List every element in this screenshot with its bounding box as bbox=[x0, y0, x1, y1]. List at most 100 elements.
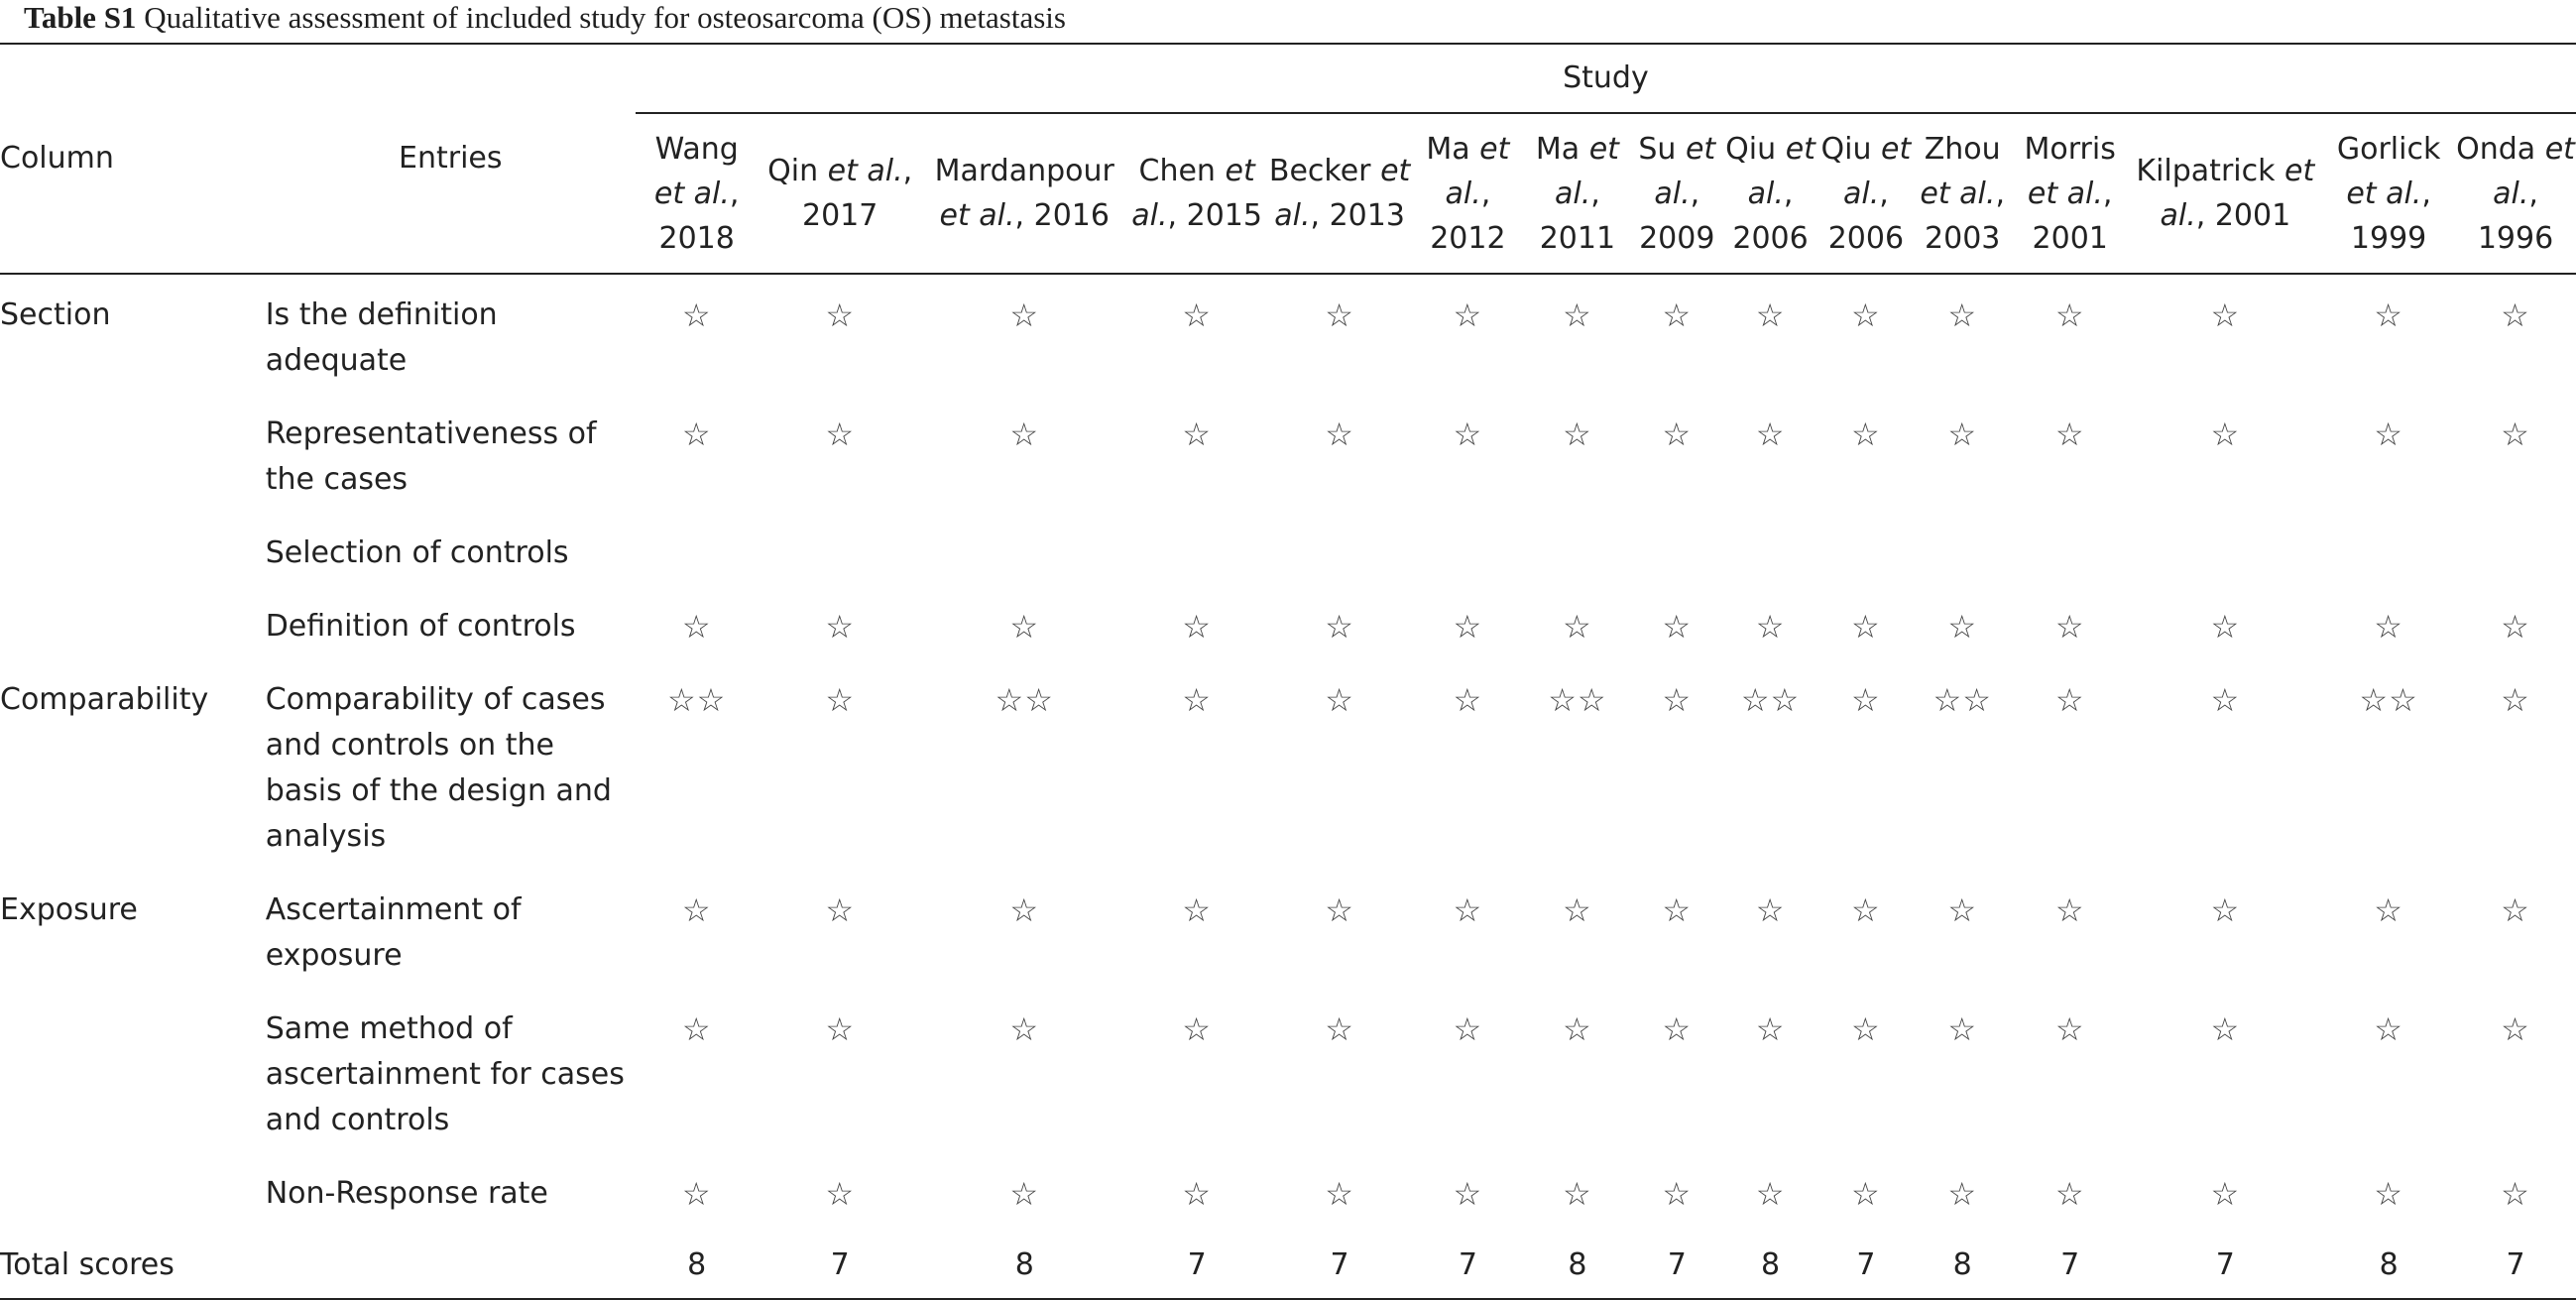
star-rating-cell: ☆ bbox=[2501, 608, 2530, 646]
star-rating-cell: ☆ bbox=[1325, 891, 1354, 929]
star-rating-cell: ☆ bbox=[2501, 1010, 2530, 1048]
star-rating-cell: ☆ bbox=[1453, 415, 1483, 453]
star-rating-cell bbox=[2129, 517, 2323, 590]
star-rating-cell: ☆☆ bbox=[666, 681, 727, 719]
star-rating-cell: ☆ bbox=[681, 1175, 712, 1213]
star-rating-cell: ☆ bbox=[1662, 891, 1693, 929]
star-rating-cell: ☆ bbox=[1563, 296, 1592, 334]
star-rating-cell bbox=[1127, 517, 1267, 590]
table-caption-text: Qualitative assessment of included study… bbox=[144, 0, 1066, 35]
star-rating-cell: ☆☆ bbox=[1932, 681, 1992, 719]
total-score-cell: 7 bbox=[2128, 1231, 2323, 1300]
quality-assessment-table: Column Entries Study Wang et al., 2018 Qi… bbox=[0, 43, 2576, 1300]
study-header: Qiu et al., 2006 bbox=[1818, 113, 1914, 275]
table-row: Definition of controls ☆ ☆ ☆ ☆ ☆ ☆ ☆ ☆ ☆ ☆ ☆ ☆ ☆ ☆ ☆ bbox=[0, 590, 2576, 663]
star-rating-cell: ☆ bbox=[1325, 681, 1354, 719]
table-row: Same method of ascertainment for cases a… bbox=[0, 993, 2576, 1157]
star-rating-cell: ☆ bbox=[1453, 1175, 1483, 1213]
star-rating-cell: ☆ bbox=[1009, 891, 1040, 929]
star-rating-cell: ☆ bbox=[1947, 1010, 1978, 1048]
star-rating-cell: ☆ bbox=[2054, 1010, 2085, 1048]
star-rating-cell: ☆ bbox=[1453, 1010, 1483, 1048]
table-row: Selection of controls bbox=[0, 517, 2576, 590]
star-rating-cell: ☆ bbox=[1851, 296, 1881, 334]
study-header: Ma et al., 2011 bbox=[1523, 113, 1632, 275]
star-rating-cell: ☆ bbox=[2210, 1175, 2241, 1213]
star-rating-cell: ☆ bbox=[825, 296, 856, 334]
star-rating-cell: ☆ bbox=[2210, 1010, 2241, 1048]
star-rating-cell: ☆ bbox=[2374, 1175, 2403, 1213]
study-header: Becker et al., 2013 bbox=[1266, 113, 1413, 275]
star-rating-cell: ☆ bbox=[1947, 608, 1978, 646]
star-rating-cell bbox=[759, 517, 922, 590]
star-rating-cell: ☆ bbox=[2054, 1175, 2085, 1213]
star-rating-cell: ☆ bbox=[1662, 681, 1693, 719]
total-score-cell: 7 bbox=[758, 1231, 922, 1300]
star-rating-cell bbox=[1818, 517, 1913, 590]
study-header: Zhou et al., 2003 bbox=[1913, 113, 2012, 275]
star-rating-cell: ☆ bbox=[825, 891, 856, 929]
study-header: Mardanpour et al., 2016 bbox=[921, 113, 1127, 275]
star-rating-cell: ☆ bbox=[1851, 1010, 1881, 1048]
star-rating-cell: ☆ bbox=[1182, 1010, 1212, 1048]
star-rating-cell: ☆ bbox=[2374, 415, 2403, 453]
study-header: Qin et al., 2017 bbox=[758, 113, 922, 275]
total-score-cell: 7 bbox=[2011, 1231, 2129, 1300]
star-rating-cell: ☆ bbox=[1947, 891, 1978, 929]
table-caption-label: Table S1 bbox=[24, 0, 137, 35]
table-caption: Table S1 Qualitative assessment of inclu… bbox=[24, 0, 1066, 40]
total-score-cell: 7 bbox=[1126, 1231, 1267, 1300]
star-rating-cell: ☆ bbox=[1563, 891, 1592, 929]
entry-cell: Ascertainment of exposure bbox=[265, 892, 522, 973]
star-rating-cell: ☆ bbox=[1851, 608, 1881, 646]
star-rating-cell: ☆ bbox=[1947, 296, 1978, 334]
star-rating-cell: ☆ bbox=[1453, 296, 1483, 334]
star-rating-cell: ☆ bbox=[1009, 1010, 1040, 1048]
star-rating-cell: ☆ bbox=[1755, 891, 1786, 929]
section-cell: Section bbox=[0, 297, 111, 332]
star-rating-cell: ☆ bbox=[681, 296, 712, 334]
star-rating-cell bbox=[1632, 517, 1722, 590]
star-rating-cell: ☆ bbox=[825, 608, 856, 646]
star-rating-cell: ☆ bbox=[1009, 296, 1040, 334]
table-row: Representativeness of the cases ☆ ☆ ☆ ☆ ☆ ☆ ☆ ☆ ☆… bbox=[0, 398, 2576, 517]
star-rating-cell: ☆ bbox=[2054, 415, 2085, 453]
study-header: Kilpatrick et al., 2001 bbox=[2128, 113, 2323, 275]
study-group-header: Study bbox=[635, 43, 2576, 114]
star-rating-cell: ☆ bbox=[1453, 681, 1483, 719]
star-rating-cell: ☆ bbox=[1563, 1010, 1592, 1048]
star-rating-cell: ☆ bbox=[681, 415, 712, 453]
star-rating-cell: ☆ bbox=[825, 415, 856, 453]
star-rating-cell: ☆ bbox=[1662, 415, 1693, 453]
star-rating-cell: ☆ bbox=[1563, 608, 1592, 646]
star-rating-cell: ☆ bbox=[2501, 681, 2530, 719]
star-rating-cell: ☆ bbox=[681, 1010, 712, 1048]
star-rating-cell: ☆ bbox=[1662, 608, 1693, 646]
study-header: Gorlick et al., 1999 bbox=[2322, 113, 2456, 275]
entry-cell: Same method of ascertainment for cases a… bbox=[265, 1011, 625, 1137]
star-rating-cell: ☆ bbox=[2374, 296, 2403, 334]
star-rating-cell: ☆ bbox=[1755, 608, 1786, 646]
star-rating-cell: ☆☆ bbox=[2359, 681, 2418, 719]
study-header: Ma et al., 2012 bbox=[1412, 113, 1524, 275]
entry-cell: Is the definition adequate bbox=[265, 297, 498, 378]
star-rating-cell: ☆ bbox=[1755, 1010, 1786, 1048]
total-score-cell: 8 bbox=[1913, 1231, 2012, 1300]
star-rating-cell: ☆ bbox=[1009, 1175, 1040, 1213]
total-score-cell: 7 bbox=[2455, 1231, 2576, 1300]
star-rating-cell: ☆ bbox=[1182, 681, 1212, 719]
star-rating-cell: ☆ bbox=[1947, 415, 1978, 453]
star-rating-cell: ☆ bbox=[1755, 1175, 1786, 1213]
star-rating-cell: ☆ bbox=[2054, 296, 2085, 334]
table-row: Section Is the definition adequate ☆ ☆ ☆ ☆ ☆ ☆ ☆… bbox=[0, 274, 2576, 398]
section-cell bbox=[0, 1157, 266, 1231]
star-rating-cell: ☆ bbox=[2501, 415, 2530, 453]
star-rating-cell: ☆ bbox=[1325, 415, 1354, 453]
table-row: Exposure Ascertainment of exposure ☆ ☆ ☆ ☆ ☆ ☆ ☆… bbox=[0, 874, 2576, 993]
total-scores-label: Total scores bbox=[0, 1231, 266, 1300]
star-rating-cell: ☆ bbox=[1182, 608, 1212, 646]
total-score-cell: 7 bbox=[1631, 1231, 1722, 1300]
star-rating-cell: ☆ bbox=[2501, 891, 2530, 929]
section-cell: Exposure bbox=[0, 892, 138, 927]
star-rating-cell: ☆☆ bbox=[995, 681, 1054, 719]
